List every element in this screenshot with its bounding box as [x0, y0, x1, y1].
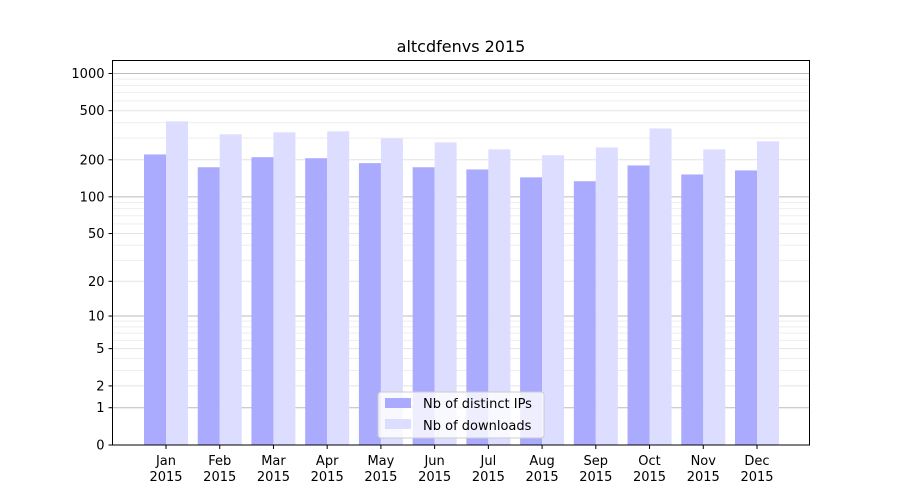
bars	[144, 121, 779, 446]
bar-downloads	[434, 142, 457, 446]
x-tick-label: Apr 2015	[311, 454, 344, 485]
legend-box	[377, 391, 545, 439]
x-tick-label-line: 2015	[257, 470, 290, 485]
x-tick-label-line: Mar	[261, 454, 286, 469]
x-tick-label: Nov 2015	[687, 454, 720, 485]
x-tick-label: May 2015	[364, 454, 397, 485]
bar-downloads	[488, 149, 511, 445]
bar-distinct-ips	[144, 154, 166, 445]
x-tick-label: Jan 2015	[149, 454, 182, 485]
chart-title: altcdfenvs 2015	[397, 37, 526, 56]
x-tick-label-line: Jul	[480, 454, 497, 469]
y-tick-label: 0	[96, 439, 104, 454]
legend-swatch-ips	[385, 398, 411, 408]
x-tick-label-line: 2015	[687, 470, 720, 485]
x-tick-label-line: 2015	[633, 470, 666, 485]
x-tick-label-line: 2015	[311, 470, 344, 485]
x-tick-label: Jun 2015	[418, 454, 451, 485]
bar-distinct-ips	[251, 157, 274, 445]
y-tick-label: 200	[80, 153, 105, 168]
y-tick-label: 1000	[71, 67, 104, 82]
bar-downloads	[219, 134, 242, 445]
bar-downloads	[273, 132, 296, 445]
bar-distinct-ips	[466, 169, 489, 446]
x-tick-label-line: Nov	[691, 454, 717, 469]
bar-downloads	[595, 147, 618, 445]
x-tick-label: Jul 2015	[472, 454, 505, 485]
y-tick-label: 20	[88, 275, 105, 290]
x-tick-label: Dec 2015	[740, 454, 773, 485]
bar-distinct-ips	[681, 174, 704, 446]
y-tick-label: 100	[80, 190, 105, 205]
x-tick-label-line: Oct	[638, 454, 660, 469]
bar-distinct-ips	[627, 165, 650, 445]
x-tick-label: Mar 2015	[257, 454, 290, 485]
bar-distinct-ips	[735, 170, 757, 445]
bar-downloads	[649, 128, 672, 445]
x-tick-label: Oct 2015	[633, 454, 666, 485]
bar-distinct-ips	[412, 167, 435, 445]
x-tick-label-line: Jun	[423, 454, 444, 469]
x-tick-label-line: May	[367, 454, 394, 469]
bar-downloads	[166, 121, 188, 445]
x-tick-label: Feb 2015	[203, 454, 236, 485]
bar-downloads	[380, 138, 403, 445]
x-tick-label-line: Feb	[208, 454, 231, 469]
bar-downloads	[542, 155, 565, 446]
x-tick-label-line: Aug	[529, 454, 554, 469]
bar-downloads	[703, 149, 726, 445]
x-tick-label-line: 2015	[203, 470, 236, 485]
x-tick-label-line: 2015	[526, 470, 559, 485]
bar-distinct-ips	[358, 163, 381, 445]
y-tick-label: 5	[96, 342, 104, 357]
legend: Nb of distinct IPs Nb of downloads	[377, 391, 545, 439]
x-tick-label-line: 2015	[364, 470, 397, 485]
x-tick-label: Aug 2015	[526, 454, 559, 485]
legend-swatch-downloads	[385, 419, 411, 429]
y-tick-label: 1	[96, 401, 104, 416]
x-tick-label-line: Apr	[316, 454, 339, 469]
y-tick-label: 500	[80, 104, 105, 119]
bar-distinct-ips	[520, 177, 543, 445]
x-tick-label-line: 2015	[579, 470, 612, 485]
legend-label-ips: Nb of distinct IPs	[423, 397, 532, 412]
x-tick-label-line: 2015	[149, 470, 182, 485]
x-tick-label: Sep 2015	[579, 454, 612, 485]
x-tick-label-line: Sep	[584, 454, 609, 469]
bar-downloads	[327, 131, 350, 445]
x-tick-label-line: 2015	[472, 470, 505, 485]
y-tick-label: 2	[96, 379, 104, 394]
legend-label-downloads: Nb of downloads	[423, 419, 532, 434]
x-tick-label-line: Jan	[155, 454, 176, 469]
bar-distinct-ips	[573, 181, 596, 445]
y-tick-label: 50	[88, 227, 105, 242]
x-tick-label-line: 2015	[740, 470, 773, 485]
x-tick-label-line: Dec	[744, 454, 769, 469]
x-tick-label-line: 2015	[418, 470, 451, 485]
bar-distinct-ips	[305, 158, 328, 445]
y-tick-label: 10	[88, 310, 105, 325]
bar-downloads	[757, 141, 779, 446]
plot-frame	[112, 60, 810, 446]
y-axis: 0 1 2 5 10 20 50 100 200 500 1000	[71, 67, 113, 454]
bar-distinct-ips	[197, 167, 220, 445]
